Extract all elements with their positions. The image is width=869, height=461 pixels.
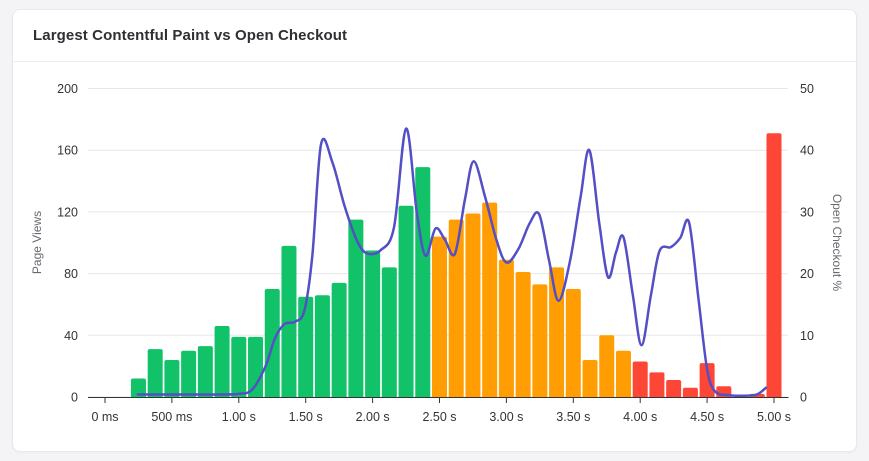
histogram-bar[interactable] — [214, 326, 230, 397]
right-axis-tick-label: 10 — [800, 329, 814, 343]
right-axis-tick-label: 20 — [800, 267, 814, 281]
x-axis-tick-label: 2.50 s — [422, 410, 456, 424]
histogram-bar[interactable] — [699, 363, 715, 397]
histogram-bar[interactable] — [181, 350, 197, 397]
histogram-bar[interactable] — [398, 205, 414, 397]
x-axis-tick-label: 4.00 s — [623, 410, 657, 424]
histogram-bar[interactable] — [766, 133, 782, 398]
x-axis-tick-label: 1.00 s — [222, 410, 256, 424]
histogram-bar[interactable] — [649, 372, 665, 397]
histogram-bar[interactable] — [549, 267, 565, 397]
histogram-bar[interactable] — [365, 250, 381, 397]
left-axis-tick-label: 40 — [64, 329, 78, 343]
histogram-bar[interactable] — [164, 359, 180, 397]
histogram-bar[interactable] — [314, 295, 330, 397]
histogram-bar[interactable] — [599, 335, 615, 397]
histogram-bar[interactable] — [231, 336, 247, 397]
x-axis-tick-label: 500 ms — [151, 410, 192, 424]
histogram-bars — [130, 133, 782, 398]
histogram-bar[interactable] — [331, 282, 347, 397]
histogram-bar[interactable] — [281, 245, 297, 397]
histogram-bar[interactable] — [130, 378, 146, 397]
left-axis-tick-label: 160 — [57, 144, 78, 158]
histogram-bar[interactable] — [197, 346, 213, 397]
x-axis-tick-label: 0 ms — [91, 410, 118, 424]
x-axis-tick-label: 3.00 s — [489, 410, 523, 424]
x-axis-tick-label: 5.00 s — [757, 410, 791, 424]
histogram-bar[interactable] — [532, 284, 548, 397]
histogram-bar[interactable] — [248, 336, 264, 397]
left-axis-tick-label: 80 — [64, 267, 78, 281]
x-axis-tick-label: 3.50 s — [556, 410, 590, 424]
histogram-bar[interactable] — [415, 167, 431, 397]
histogram-bar[interactable] — [498, 259, 514, 397]
histogram-bar[interactable] — [615, 350, 631, 397]
histogram-bar[interactable] — [381, 267, 397, 397]
histogram-bar[interactable] — [465, 213, 481, 397]
histogram-bar[interactable] — [448, 219, 464, 397]
left-axis-tick-label: 0 — [71, 391, 78, 405]
histogram-bar[interactable] — [432, 236, 447, 397]
histogram-bar[interactable] — [298, 296, 314, 397]
left-axis-tick-label: 200 — [57, 82, 78, 96]
left-axis-title: Page Views — [30, 211, 44, 274]
right-axis-tick-label: 0 — [800, 391, 807, 405]
histogram-bar[interactable] — [682, 387, 698, 397]
histogram-bar[interactable] — [147, 349, 163, 397]
open-checkout-line — [136, 127, 768, 398]
right-axis-tick-label: 50 — [800, 82, 814, 96]
x-axis — [88, 397, 789, 403]
histogram-bar[interactable] — [582, 359, 598, 397]
x-axis-tick-label: 4.50 s — [690, 410, 724, 424]
left-axis-tick-label: 120 — [57, 205, 78, 219]
right-axis-title: Open Checkout % — [830, 194, 844, 292]
x-axis-tick-label: 1.50 s — [289, 410, 323, 424]
chart-title: Largest Contentful Paint vs Open Checkou… — [33, 27, 348, 44]
histogram-bar[interactable] — [632, 361, 648, 397]
histogram-bar[interactable] — [482, 202, 498, 397]
open-checkout-line-group — [136, 127, 768, 398]
right-axis-tick-label: 40 — [800, 144, 814, 158]
histogram-bar[interactable] — [515, 272, 531, 397]
histogram-bar[interactable] — [565, 289, 581, 397]
histogram-bar[interactable] — [348, 219, 364, 397]
histogram-bar[interactable] — [666, 380, 682, 397]
right-axis-tick-label: 30 — [800, 205, 814, 219]
x-axis-tick-label: 2.00 s — [356, 410, 390, 424]
card-header: Largest Contentful Paint vs Open Checkou… — [13, 10, 856, 62]
